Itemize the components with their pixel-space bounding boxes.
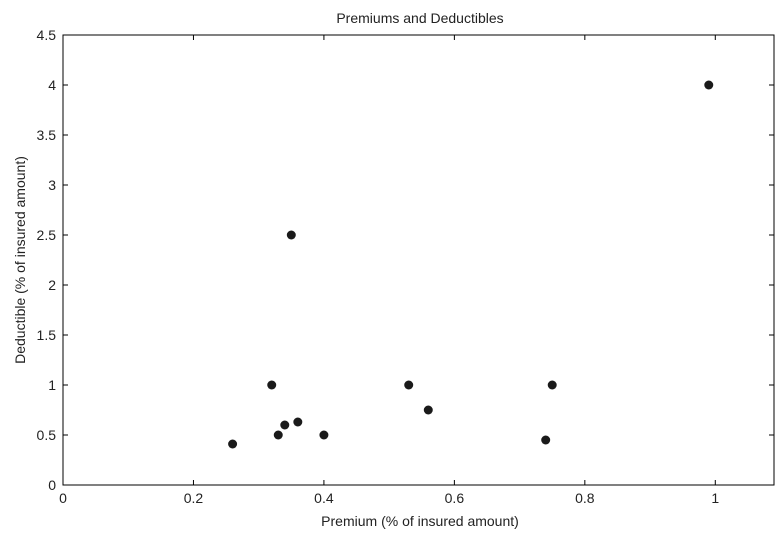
data-point [280, 420, 290, 430]
x-tick-label: 0.4 [314, 490, 334, 506]
y-tick-label: 2 [48, 277, 56, 293]
y-axis: 0 0.5 1 1.5 2 2.5 3 3.5 4 4.5 [37, 27, 774, 493]
plot-area [62, 34, 775, 486]
y-tick-label: 0 [48, 477, 56, 493]
data-point [404, 380, 414, 390]
y-tick-label: 2.5 [37, 227, 57, 243]
y-tick-label: 3 [48, 177, 56, 193]
y-tick-label: 3.5 [37, 127, 57, 143]
data-point [319, 430, 329, 440]
y-tick-label: 1.5 [37, 327, 57, 343]
data-point [273, 430, 283, 440]
data-point [286, 230, 296, 240]
y-tick-label: 4 [48, 77, 56, 93]
x-axis-title: Premium (% of insured amount) [321, 513, 519, 529]
x-tick-label: 0.2 [184, 490, 204, 506]
data-point [267, 380, 277, 390]
x-tick-label: 0.6 [445, 490, 465, 506]
x-tick-label: 0.8 [575, 490, 595, 506]
y-tick-label: 4.5 [37, 27, 57, 43]
data-point [228, 439, 238, 449]
data-points [228, 80, 714, 449]
data-point [704, 80, 714, 90]
chart-title: Premiums and Deductibles [336, 10, 503, 26]
x-axis: 0 0.2 0.4 0.6 0.8 1 [59, 35, 719, 506]
data-point [293, 417, 303, 427]
x-tick-label: 1 [711, 490, 719, 506]
data-point [423, 405, 433, 415]
x-tick-label: 0 [59, 490, 67, 506]
data-point [547, 380, 557, 390]
y-tick-label: 0.5 [37, 427, 57, 443]
y-axis-title: Deductible (% of insured amount) [12, 156, 28, 364]
y-tick-label: 1 [48, 377, 56, 393]
data-point [541, 435, 551, 445]
